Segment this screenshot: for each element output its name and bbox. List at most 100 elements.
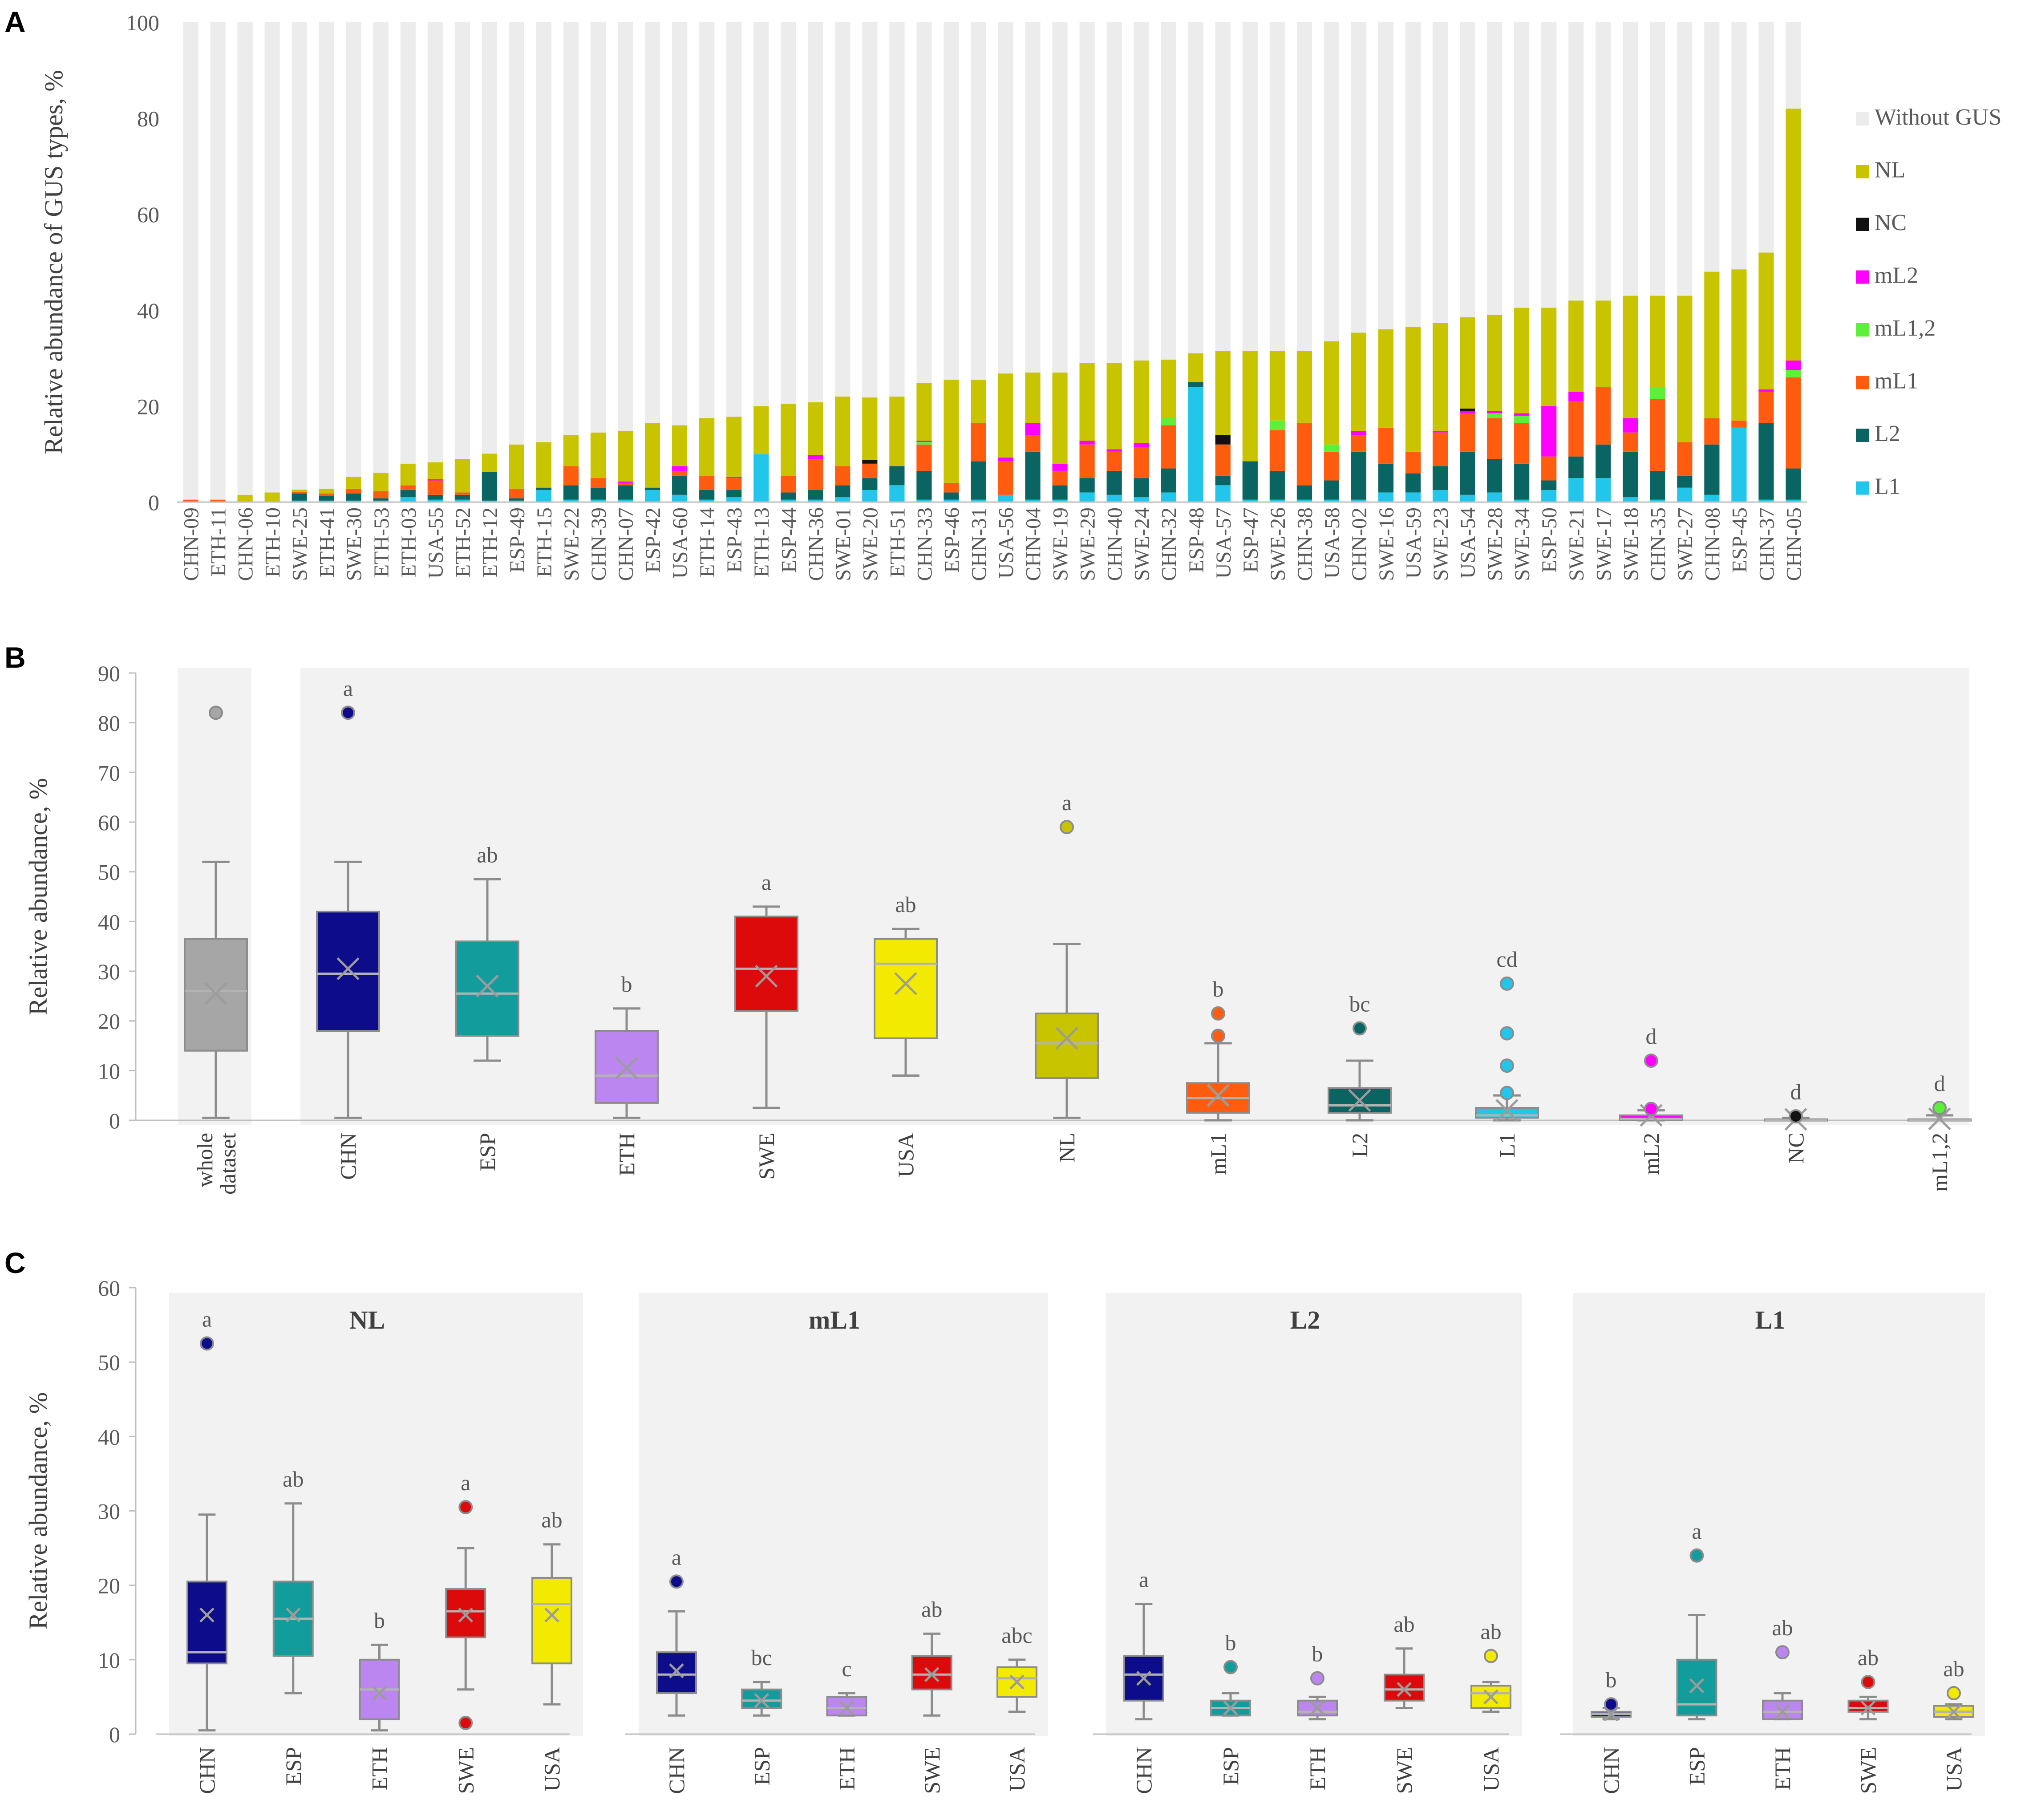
panel-c-l1-chn-x-label: CHN	[1599, 1747, 1624, 1794]
panel-label-c: C	[4, 1246, 26, 1279]
bar-segment-ml1-swe-22	[563, 466, 579, 486]
panel-c-ml1-chn-mean-marker	[669, 1663, 684, 1678]
bar-segment-l1-swe-18	[1623, 497, 1638, 502]
bar-segment-l2-swe-22	[563, 485, 579, 500]
panel-b-ml1-2-significance-letter: d	[1934, 1071, 1945, 1096]
bar-segment-ml2-chn-36	[808, 455, 823, 459]
bar-segment-l2-swe-26	[1269, 470, 1285, 500]
bar-segment-ml1-chn-33	[916, 444, 932, 471]
bar-segment-l2-usa-58	[1324, 480, 1340, 500]
legend-swatch-nl	[1856, 165, 1869, 178]
bar-segment-l1-esp-46	[944, 499, 959, 502]
bar-segment-nl-swe-18	[1623, 296, 1638, 418]
bar-segment-without-gus-usa-60	[672, 22, 688, 426]
x-tick-label-chn-36: CHN-36	[804, 507, 828, 581]
bar-segment-nl-eth-10	[264, 492, 280, 502]
bar-segment-l2-eth-51	[889, 466, 905, 486]
bar-segment-nl-usa-54	[1459, 317, 1475, 409]
panel-c-y-tick-label-20: 20	[98, 1573, 120, 1598]
panel-c-ml1-swe-x-label: SWE	[919, 1747, 944, 1794]
bar-segment-l1-eth-03	[400, 497, 416, 502]
bar-segment-ml1-chn-32	[1161, 425, 1176, 469]
x-tick-label-swe-29: SWE-29	[1076, 507, 1100, 581]
bar-segment-l1-esp-49	[509, 500, 525, 502]
bar-segment-l2-swe-24	[1134, 478, 1149, 498]
bar-segment-nl-swe-16	[1378, 329, 1394, 428]
panel-c-ml1-chn-significance-letter: a	[672, 1544, 681, 1569]
x-tick-label-eth-11: ETH-11	[207, 507, 231, 577]
x-tick-label-chn-39: CHN-39	[587, 507, 611, 581]
panel-c-l2-swe-mean-marker	[1397, 1682, 1412, 1697]
bar-segment-ml1-chn-31	[971, 423, 986, 462]
bar-segment-l1-chn-40	[1106, 495, 1122, 502]
bar-segment-l2-chn-08	[1704, 444, 1720, 495]
bar-segment-without-gus-chn-08	[1704, 22, 1720, 272]
bar-segment-l2-chn-35	[1650, 470, 1665, 500]
bar-segment-ml1-2-usa-58	[1324, 444, 1340, 452]
panel-c-l1-esp-significance-letter: a	[1692, 1519, 1701, 1544]
legend-swatch-ml1-2	[1856, 323, 1869, 336]
panel-label-a: A	[4, 5, 26, 38]
bar-segment-nl-chn-32	[1161, 359, 1176, 418]
bar-segment-nl-eth-41	[319, 488, 334, 494]
panel-b-l1-outlier-1	[1500, 1058, 1514, 1073]
panel-c-l1-usa-outlier-0	[1947, 1686, 1961, 1701]
panel-b-y-tick-label-20: 20	[98, 1009, 120, 1034]
bar-segment-ml1-swe-21	[1568, 401, 1584, 457]
bar-segment-nl-eth-03	[400, 463, 416, 486]
panel-c-l2-chn-x-label: CHN	[1131, 1747, 1156, 1794]
bar-segment-l1-usa-56	[998, 495, 1013, 502]
panel-c-nl-esp-mean-marker	[286, 1607, 301, 1623]
bar-segment-l2-esp-44	[781, 492, 796, 500]
panel-b-y-tick-label-70: 70	[98, 760, 120, 785]
panel-c-l2-esp-mean-marker	[1223, 1700, 1238, 1716]
bar-segment-ml1-chn-38	[1296, 423, 1312, 486]
panel-c-nl-swe-mean-marker	[458, 1607, 473, 1623]
panel-c-l1-esp-mean-marker	[1689, 1678, 1705, 1694]
x-tick-label-swe-28: SWE-28	[1483, 507, 1507, 581]
x-tick-label-chn-35: CHN-35	[1646, 507, 1670, 581]
bar-segment-nl-swe-29	[1079, 363, 1095, 441]
bar-segment-ml1-eth-14	[699, 475, 715, 490]
bar-segment-l1-usa-60	[672, 495, 688, 502]
panel-c-l2-chn-mean-marker	[1136, 1670, 1151, 1686]
panel-b-usa-significance-letter: ab	[895, 892, 916, 917]
bar-segment-l1-usa-57	[1215, 485, 1231, 502]
bar-segment-nl-chn-04	[1025, 372, 1041, 423]
bar-segment-l1-esp-48	[1188, 387, 1203, 502]
y-tick-label-60: 60	[137, 202, 159, 227]
panel-c-ml1-bg	[639, 1293, 1048, 1736]
panel-c-ml1-eth-box	[826, 1696, 867, 1717]
bar-segment-nl-chn-37	[1758, 252, 1774, 389]
legend-label-ml2: mL2	[1875, 263, 1918, 288]
panel-a-stacked-bar-chart: 0 20 40 60 80 100 Relative abundance of GUS ty…	[39, 10, 2001, 581]
panel-c-l1-esp-x-label: ESP	[1685, 1747, 1709, 1785]
x-tick-label-chn-05: CHN-05	[1782, 507, 1806, 581]
panel-c-l2-swe-box	[1384, 1674, 1425, 1702]
legend-label-l1: L1	[1875, 474, 1900, 499]
bar-segment-l2-swe-29	[1079, 478, 1095, 493]
y-tick-label-80: 80	[137, 106, 159, 131]
bar-segment-ml1-swe-25	[292, 492, 307, 494]
panel-b-box-plot: 0 10 20 30 40 50 60 70 80 90 Relative abundance, %…	[24, 661, 1972, 1195]
bar-segment-ml1-swe-29	[1079, 444, 1095, 478]
bar-segment-without-gus-swe-22	[563, 22, 579, 435]
bar-segment-l1-swe-23	[1432, 490, 1448, 502]
x-tick-label-swe-16: SWE-16	[1375, 507, 1398, 581]
panel-b-usa-mean-marker	[894, 972, 917, 995]
panel-b-swe-box	[734, 916, 798, 1012]
bar-segment-l2-swe-16	[1378, 463, 1394, 493]
bar-segment-ml1-usa-54	[1459, 413, 1475, 452]
bar-segment-l2-chn-02	[1351, 451, 1367, 500]
panel-b-nl-mean-marker	[1055, 1027, 1078, 1050]
panel-c-nl-eth-significance-letter: b	[374, 1608, 385, 1633]
panel-c-l1-usa-significance-letter: ab	[1943, 1656, 1964, 1681]
x-tick-label-esp-48: ESP-48	[1185, 507, 1208, 573]
bar-segment-ml1-chn-35	[1650, 399, 1665, 471]
panel-c-l1-swe-x-label: SWE	[1856, 1747, 1881, 1794]
bar-segment-ml2-chn-07	[617, 481, 633, 483]
bar-segment-nl-chn-06	[237, 495, 253, 502]
bar-segment-without-gus-esp-44	[781, 22, 796, 404]
x-tick-label-swe-22: SWE-22	[560, 507, 583, 581]
bar-segment-nl-chn-35	[1650, 296, 1665, 387]
